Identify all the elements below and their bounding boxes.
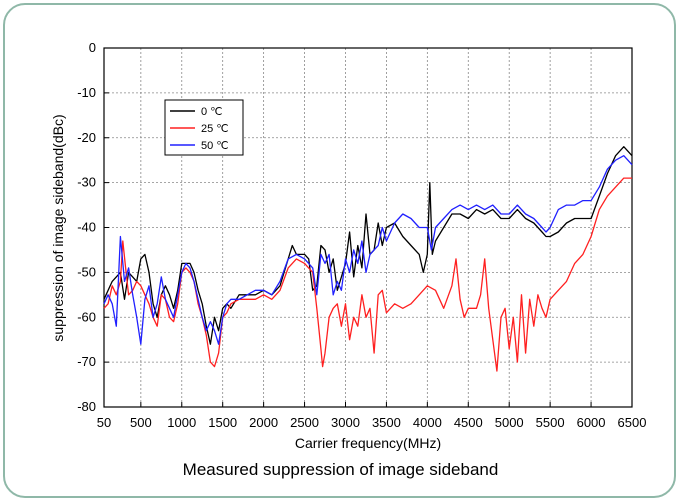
y-tick-label: -30 xyxy=(77,175,96,190)
x-tick-label: 500 xyxy=(130,415,152,430)
x-tick-label: 4500 xyxy=(454,415,483,430)
y-tick-label: -80 xyxy=(77,399,96,414)
figure-caption: Measured suppression of image sideband xyxy=(182,460,499,479)
legend-label: 25 ℃ xyxy=(201,123,229,135)
y-axis-label: suppression of image sideband(dBc) xyxy=(50,114,66,341)
x-tick-label: 50 xyxy=(97,415,111,430)
y-tick-label: -40 xyxy=(77,220,96,235)
series-line-1 xyxy=(103,177,632,372)
series-lines xyxy=(103,146,633,372)
x-tick-label: 2500 xyxy=(290,415,319,430)
x-tick-label: 1000 xyxy=(167,415,196,430)
x-tick-label: 5500 xyxy=(536,415,565,430)
y-tick-label: -60 xyxy=(77,309,96,324)
legend: 0 ℃ 25 ℃ 50 ℃ xyxy=(164,99,244,156)
x-tick-label: 3000 xyxy=(331,415,360,430)
y-tick-label: -20 xyxy=(77,130,96,145)
series-line-2 xyxy=(103,155,633,345)
x-tick-label: 1500 xyxy=(208,415,237,430)
legend-label: 50 ℃ xyxy=(201,140,229,152)
x-axis-label: Carrier frequency(MHz) xyxy=(295,435,441,451)
x-tick-label: 2000 xyxy=(249,415,278,430)
y-tick-label: -10 xyxy=(77,85,96,100)
legend-label: 0 ℃ xyxy=(201,106,223,118)
x-tick-label: 6500 xyxy=(618,415,647,430)
x-tick-label: 4000 xyxy=(413,415,442,430)
axis-ticks: 50 500 1000 1500 2000 2500 3000 3500 4000 4500 500… xyxy=(77,40,646,430)
figure-frame xyxy=(3,3,676,498)
x-tick-label: 5000 xyxy=(495,415,524,430)
y-tick-label: 0 xyxy=(89,40,96,55)
series-line-0 xyxy=(103,146,633,345)
x-tick-label: 6000 xyxy=(577,415,606,430)
x-tick-label: 3500 xyxy=(372,415,401,430)
y-tick-label: -70 xyxy=(77,354,96,369)
y-tick-label: -50 xyxy=(77,264,96,279)
